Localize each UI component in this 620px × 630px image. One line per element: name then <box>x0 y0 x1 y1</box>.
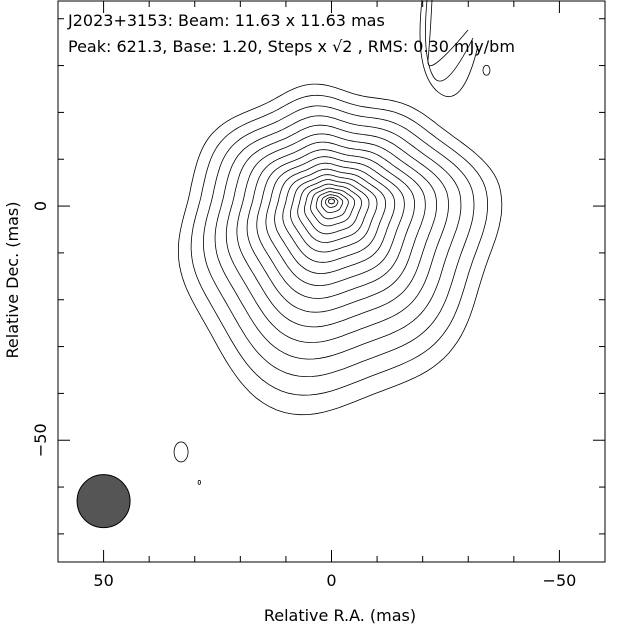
contour-level <box>310 187 355 227</box>
x-tick-label: 0 <box>326 571 336 590</box>
contour-level <box>190 94 489 396</box>
contour-level <box>173 441 189 463</box>
contour-level <box>290 174 378 253</box>
header-line-1: J2023+3153: Beam: 11.63 x 11.63 mas <box>67 11 385 30</box>
header-line-2-sqrt: √2 <box>332 37 352 56</box>
header-line-2: Peak: 621.3, Base: 1.20, Steps x √2 , RM… <box>68 37 515 56</box>
x-axis-label: Relative R.A. (mas) <box>264 606 416 625</box>
contour-level <box>304 183 362 235</box>
plot-frame <box>57 0 606 563</box>
y-tick-label: 0 <box>31 201 50 211</box>
header-line-2-suffix: , RMS: 0.30 mJy/bm <box>358 37 515 56</box>
contour-level <box>265 156 405 286</box>
contour-level <box>197 479 201 485</box>
contour-level <box>256 149 416 299</box>
contour-level <box>225 124 449 343</box>
y-tick-label: −50 <box>31 423 50 457</box>
beam-ellipse <box>76 474 131 529</box>
contour-level <box>236 133 437 328</box>
header-line-2-prefix: Peak: 621.3, Base: 1.20, Steps x <box>68 37 332 56</box>
contour-level <box>419 0 479 97</box>
contour-level <box>214 115 462 360</box>
contour-level <box>425 0 474 82</box>
contour-level <box>246 141 426 313</box>
contour-level <box>274 162 396 274</box>
contour-level <box>482 64 491 76</box>
y-axis-label: Relative Dec. (mas) <box>3 202 22 359</box>
contour-level <box>203 105 475 378</box>
contour-level <box>320 194 344 213</box>
contour-level <box>282 168 386 263</box>
contour-level <box>315 191 349 220</box>
x-tick-label: −50 <box>543 571 577 590</box>
contour-level <box>325 196 339 208</box>
x-tick-label: 50 <box>93 571 113 590</box>
contour-level <box>297 179 370 243</box>
contour-level <box>328 198 335 205</box>
contour-level <box>178 83 503 416</box>
